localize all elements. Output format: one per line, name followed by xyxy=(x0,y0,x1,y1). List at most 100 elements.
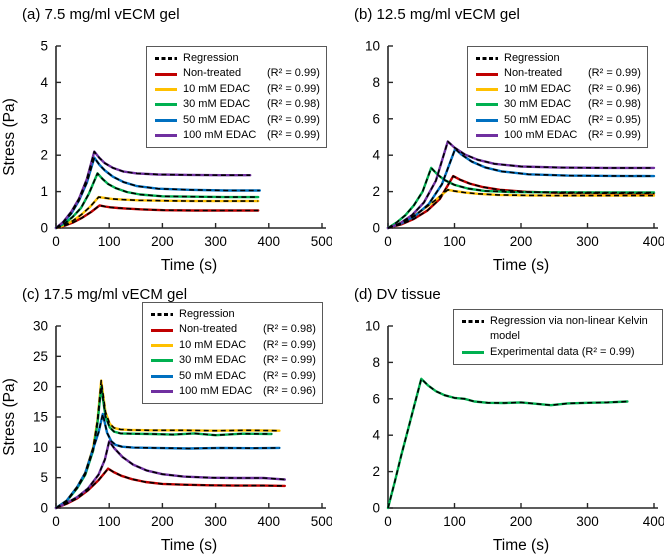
y-tick-label: 10 xyxy=(33,440,48,455)
solid-line-swatch xyxy=(151,344,173,348)
y-tick-label: 5 xyxy=(40,470,48,485)
x-tick-label: 400 xyxy=(643,514,664,529)
legend-label: Regression xyxy=(183,52,239,64)
series-line xyxy=(386,377,629,510)
y-tick-label: 6 xyxy=(372,391,380,406)
solid-line-swatch xyxy=(476,72,498,76)
y-tick-label: 4 xyxy=(40,75,48,90)
legend-label: 100 mM EDAC xyxy=(179,385,253,398)
legend-label: 50 mM EDAC xyxy=(183,113,251,126)
regression-line xyxy=(55,204,259,229)
legend-label: 30 mM EDAC xyxy=(179,354,247,367)
solid-line-swatch xyxy=(476,88,498,92)
x-tick-label: 100 xyxy=(443,234,466,249)
regression-line xyxy=(55,172,259,229)
chart-b-plot: 0 100 200 300 400 0 2 4 6 8 10 Time (s) xyxy=(365,39,664,275)
y-tick-label: 4 xyxy=(372,148,380,163)
y-tick-label: 25 xyxy=(33,349,48,364)
legend-r2: (R² = 0.98) xyxy=(267,98,320,111)
legend-label: 10 mM EDAC xyxy=(183,82,251,95)
series-line xyxy=(54,156,261,230)
legend-item: 30 mM EDAC (R² = 0.99) xyxy=(151,353,316,368)
chart-d-plot: 0 100 200 300 400 0 2 4 6 8 10 Time (s) xyxy=(365,319,664,555)
legend-r2: (R² = 0.98) xyxy=(263,323,316,336)
solid-line-swatch xyxy=(476,134,498,138)
dashed-line-swatch xyxy=(151,313,173,316)
legend-item: 10 mM EDAC (R² = 0.96) xyxy=(476,82,641,97)
y-tick-label: 20 xyxy=(33,379,48,394)
y-tick-label: 2 xyxy=(372,464,380,479)
solid-line-swatch xyxy=(151,390,173,394)
y-tick-label: 15 xyxy=(33,410,48,425)
regression-line xyxy=(55,196,259,229)
legend-item: Regression via non-linear Kelvin model xyxy=(462,314,656,345)
legend-item: 30 mM EDAC (R² = 0.98) xyxy=(155,97,320,112)
y-tick-label: 6 xyxy=(372,111,380,126)
x-tick-label: 500 xyxy=(311,514,332,529)
x-axis-label: Time (s) xyxy=(493,537,549,554)
panel-d: (d) DV tissue 0 100 200 300 400 0 2 4 6 8 10 Time (… xyxy=(332,280,664,560)
legend-label: 50 mM EDAC xyxy=(179,369,247,382)
legend-label: 30 mM EDAC xyxy=(183,98,251,111)
regression-line xyxy=(55,467,285,509)
x-axis-label: Time (s) xyxy=(493,257,549,274)
dashed-line-swatch xyxy=(462,320,484,323)
regression-line xyxy=(387,148,655,229)
legend-label: Regression xyxy=(504,52,560,64)
regression-line xyxy=(387,167,654,229)
legend-r2: (R² = 0.99) xyxy=(588,129,641,142)
solid-line-swatch xyxy=(476,118,498,122)
dashed-line-swatch xyxy=(155,57,177,60)
x-tick-label: 400 xyxy=(643,234,664,249)
legend-r2: (R² = 0.99) xyxy=(267,67,320,80)
x-tick-label: 500 xyxy=(311,234,332,249)
y-tick-label: 5 xyxy=(40,39,48,54)
legend-r2: (R² = 0.99) xyxy=(263,369,316,382)
solid-line-swatch xyxy=(155,103,177,107)
legend-label: Regression via non-linear Kelvin model xyxy=(490,315,648,343)
legend-item: Non-treated (R² = 0.99) xyxy=(476,66,641,81)
x-tick-label: 100 xyxy=(98,234,121,249)
regression-line xyxy=(387,378,628,509)
legend-item: 50 mM EDAC (R² = 0.99) xyxy=(151,369,316,384)
solid-line-swatch xyxy=(155,134,177,138)
x-tick-label: 300 xyxy=(576,234,599,249)
x-axis-label: Time (s) xyxy=(161,257,217,274)
series-line xyxy=(386,140,656,230)
chart-c-plot: 0 100 200 300 400 500 0 5 10 15 20 25 30 Time (s) Stre… xyxy=(1,319,332,555)
legend-item: Experimental data (R² = 0.99) xyxy=(462,345,656,360)
legend-item: 100 mM EDAC (R² = 0.99) xyxy=(155,128,320,143)
legend-r2: (R² = 0.99) xyxy=(263,354,316,367)
y-tick-label: 2 xyxy=(372,184,380,199)
y-tick-label: 0 xyxy=(40,501,48,516)
y-tick-label: 8 xyxy=(372,355,380,370)
y-tick-label: 2 xyxy=(40,148,48,163)
legend-label: 30 mM EDAC xyxy=(504,98,572,111)
legend-item: Regression xyxy=(476,51,641,66)
legend-item: Non-treated (R² = 0.98) xyxy=(151,322,316,337)
dashed-line-swatch xyxy=(476,57,498,60)
legend-r2: (R² = 0.96) xyxy=(588,82,641,95)
regression-line xyxy=(55,440,285,509)
x-tick-label: 300 xyxy=(204,514,227,529)
x-tick-label: 200 xyxy=(151,234,174,249)
legend-r2: (R² = 0.99) xyxy=(267,113,320,126)
regression-line xyxy=(55,150,251,229)
solid-line-swatch xyxy=(476,103,498,107)
legend-label: 50 mM EDAC xyxy=(504,113,572,126)
legend-item: 100 mM EDAC (R² = 0.96) xyxy=(151,384,316,399)
legend-item: 30 mM EDAC (R² = 0.98) xyxy=(476,97,641,112)
chart-b-legend: Regression Non-treated (R² = 0.99) 10 mM ED… xyxy=(467,46,648,149)
series-line xyxy=(386,174,656,230)
legend-label: Regression xyxy=(179,308,235,320)
y-tick-label: 3 xyxy=(40,111,48,126)
chart-a-plot: 0 100 200 300 400 500 0 1 2 3 4 5 Time (s) Stress (Pa… xyxy=(1,39,332,275)
x-tick-label: 0 xyxy=(52,234,60,249)
legend-item: 10 mM EDAC (R² = 0.99) xyxy=(155,82,320,97)
y-tick-label: 10 xyxy=(365,319,380,334)
legend-r2: (R² = 0.96) xyxy=(263,385,316,398)
legend-item: 50 mM EDAC (R² = 0.95) xyxy=(476,113,641,128)
legend-item: 10 mM EDAC (R² = 0.99) xyxy=(151,338,316,353)
panel-b-title: (b) 12.5 mg/ml vECM gel xyxy=(354,6,520,23)
